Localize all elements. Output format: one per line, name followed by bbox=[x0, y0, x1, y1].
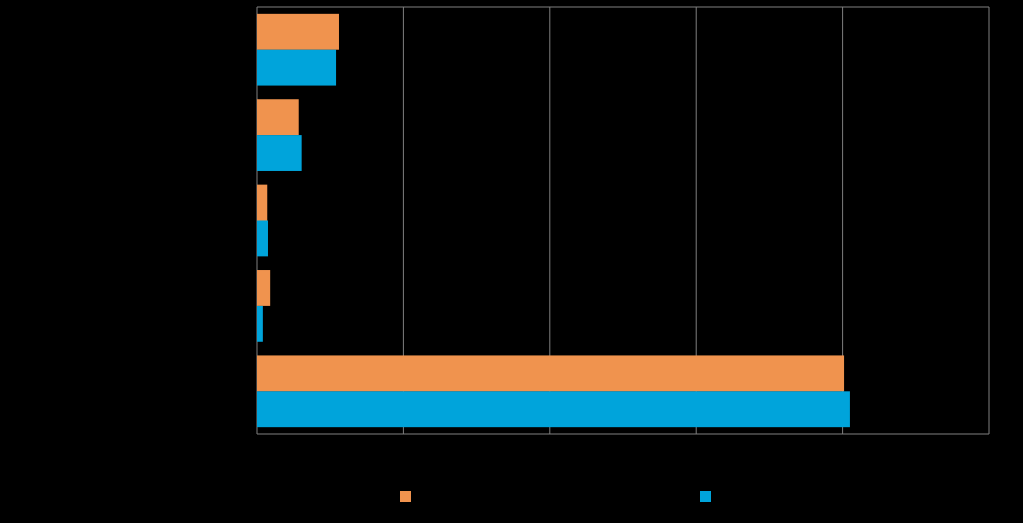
bar bbox=[257, 135, 302, 171]
bar bbox=[257, 49, 337, 86]
bar bbox=[257, 184, 268, 221]
bar bbox=[257, 305, 263, 342]
bar bbox=[257, 270, 271, 306]
bar bbox=[257, 355, 845, 392]
bar bbox=[257, 391, 850, 428]
legend-swatch bbox=[700, 491, 711, 502]
bar bbox=[257, 220, 268, 257]
bar bbox=[257, 13, 339, 50]
legend-swatch bbox=[400, 491, 411, 502]
bar bbox=[257, 99, 299, 136]
